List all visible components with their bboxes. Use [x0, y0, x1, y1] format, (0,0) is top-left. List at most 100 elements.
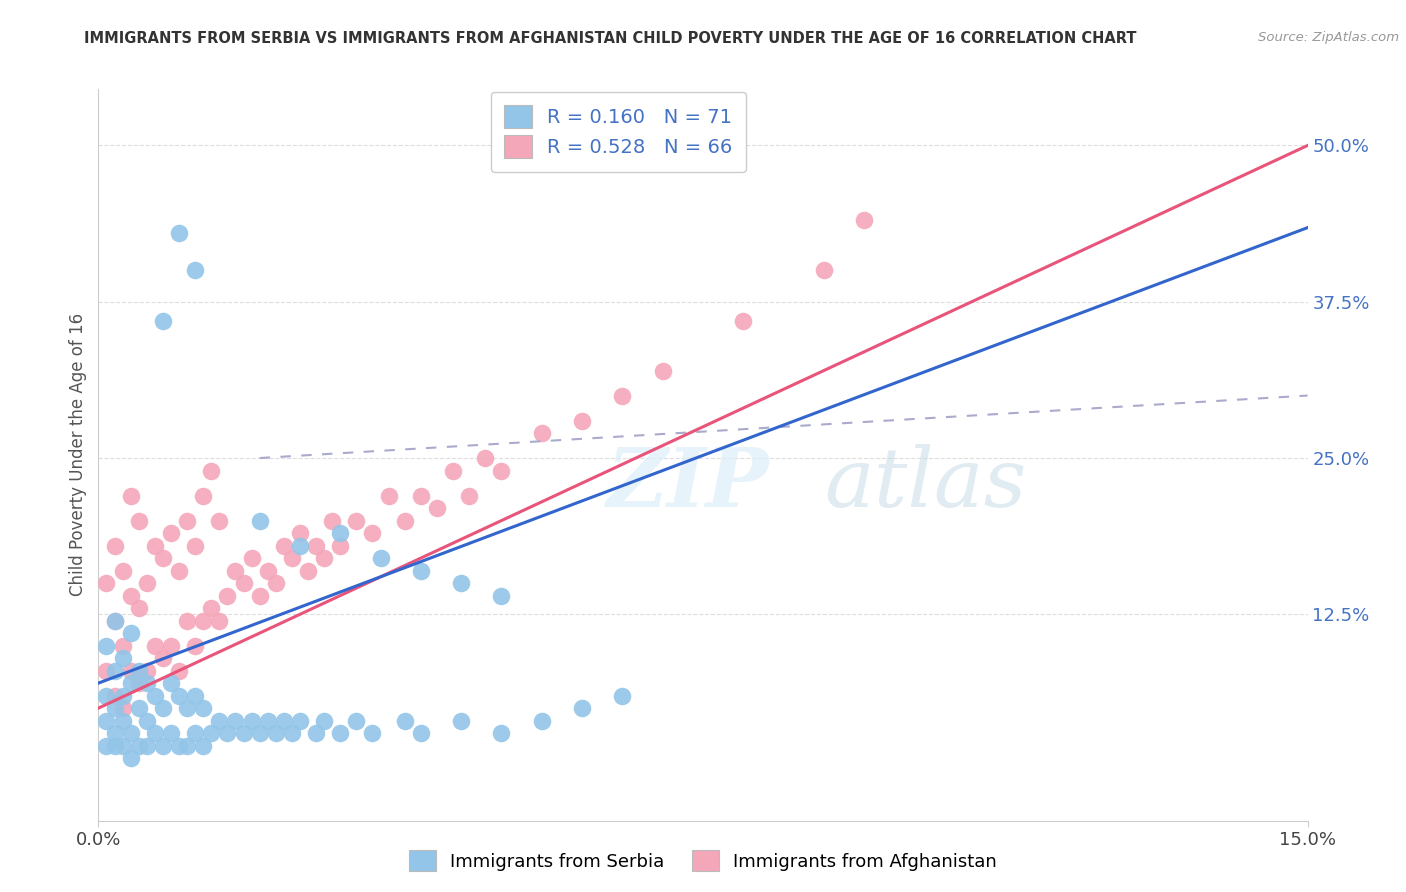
Point	[612, 388, 634, 402]
Legend: R = 0.160   N = 71, R = 0.528   N = 66: R = 0.160 N = 71, R = 0.528 N = 66	[491, 92, 747, 171]
Point	[143, 726, 166, 740]
Point	[232, 576, 254, 591]
Point	[152, 701, 174, 715]
Point	[128, 514, 150, 528]
Point	[208, 714, 231, 728]
Point	[256, 714, 278, 728]
Point	[853, 213, 876, 227]
Point	[217, 589, 239, 603]
Point	[96, 639, 118, 653]
Point	[176, 514, 198, 528]
Point	[450, 576, 472, 591]
Point	[103, 614, 125, 628]
Point	[167, 689, 190, 703]
Point	[128, 601, 150, 615]
Point	[409, 726, 432, 740]
Text: IMMIGRANTS FROM SERBIA VS IMMIGRANTS FROM AFGHANISTAN CHILD POVERTY UNDER THE AG: IMMIGRANTS FROM SERBIA VS IMMIGRANTS FRO…	[84, 31, 1137, 46]
Point	[281, 551, 304, 566]
Point	[111, 701, 134, 715]
Point	[450, 714, 472, 728]
Point	[176, 701, 198, 715]
Point	[344, 514, 367, 528]
Point	[96, 664, 118, 678]
Point	[135, 664, 157, 678]
Point	[184, 539, 207, 553]
Point	[176, 739, 198, 753]
Point	[120, 489, 142, 503]
Point	[111, 714, 134, 728]
Point	[120, 726, 142, 740]
Point	[441, 464, 464, 478]
Point	[361, 526, 384, 541]
Point	[297, 564, 319, 578]
Point	[329, 539, 352, 553]
Point	[281, 726, 304, 740]
Point	[193, 614, 215, 628]
Point	[103, 539, 125, 553]
Point	[120, 664, 142, 678]
Point	[491, 464, 513, 478]
Point	[288, 539, 311, 553]
Point	[184, 263, 207, 277]
Point	[103, 701, 125, 715]
Point	[160, 639, 183, 653]
Point	[394, 514, 416, 528]
Point	[288, 714, 311, 728]
Point	[152, 739, 174, 753]
Point	[571, 701, 593, 715]
Point	[232, 726, 254, 740]
Point	[612, 689, 634, 703]
Point	[409, 564, 432, 578]
Text: Source: ZipAtlas.com: Source: ZipAtlas.com	[1258, 31, 1399, 45]
Point	[314, 551, 336, 566]
Point	[240, 551, 263, 566]
Point	[314, 714, 336, 728]
Point	[160, 676, 183, 690]
Point	[256, 564, 278, 578]
Point	[200, 601, 222, 615]
Point	[377, 489, 399, 503]
Point	[409, 489, 432, 503]
Text: atlas: atlas	[824, 444, 1026, 524]
Point	[184, 639, 207, 653]
Point	[143, 689, 166, 703]
Point	[128, 739, 150, 753]
Point	[135, 676, 157, 690]
Point	[200, 464, 222, 478]
Point	[249, 726, 271, 740]
Point	[160, 726, 183, 740]
Point	[120, 626, 142, 640]
Point	[135, 739, 157, 753]
Point	[193, 739, 215, 753]
Point	[152, 551, 174, 566]
Point	[128, 701, 150, 715]
Point	[96, 739, 118, 753]
Point	[200, 726, 222, 740]
Point	[571, 413, 593, 427]
Point	[370, 551, 392, 566]
Point	[184, 726, 207, 740]
Point	[167, 739, 190, 753]
Point	[224, 564, 246, 578]
Y-axis label: Child Poverty Under the Age of 16: Child Poverty Under the Age of 16	[69, 313, 87, 597]
Point	[361, 726, 384, 740]
Point	[321, 514, 343, 528]
Point	[96, 576, 118, 591]
Legend: Immigrants from Serbia, Immigrants from Afghanistan: Immigrants from Serbia, Immigrants from …	[402, 843, 1004, 879]
Point	[152, 313, 174, 327]
Point	[208, 514, 231, 528]
Point	[288, 526, 311, 541]
Point	[111, 651, 134, 665]
Point	[143, 539, 166, 553]
Point	[111, 689, 134, 703]
Point	[217, 726, 239, 740]
Point	[273, 539, 295, 553]
Point	[128, 664, 150, 678]
Point	[329, 726, 352, 740]
Point	[167, 226, 190, 240]
Point	[491, 589, 513, 603]
Point	[208, 614, 231, 628]
Point	[111, 564, 134, 578]
Point	[530, 714, 553, 728]
Point	[426, 501, 449, 516]
